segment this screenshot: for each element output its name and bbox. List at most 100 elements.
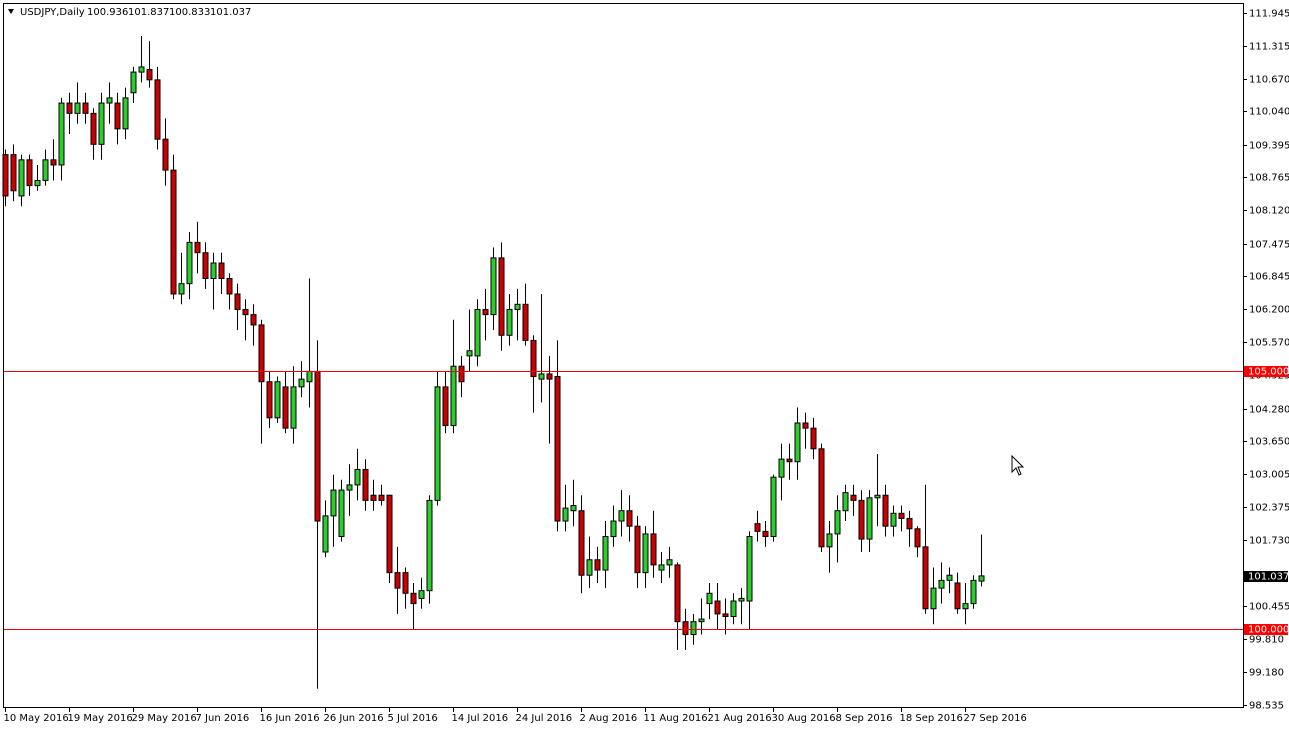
y-tick-label: 101.730 xyxy=(1249,536,1289,547)
candle-body xyxy=(562,507,569,522)
level-tag-label: 105.000 xyxy=(1248,367,1289,378)
candle-body xyxy=(802,422,809,429)
menu-triangle[interactable] xyxy=(8,9,14,14)
candle-body xyxy=(962,603,969,610)
candle-body xyxy=(834,510,841,535)
x-tick-label: 8 Sep 2016 xyxy=(836,713,893,724)
candle-body xyxy=(474,308,481,357)
candle-body xyxy=(138,66,145,73)
candle-body xyxy=(130,71,137,94)
y-tick-label: 110.670 xyxy=(1249,75,1289,86)
candle-body xyxy=(602,536,609,571)
candle-body xyxy=(370,494,377,501)
candle-body xyxy=(298,378,305,388)
candle-body xyxy=(530,339,537,378)
candle-body xyxy=(162,138,169,171)
candle-body xyxy=(730,600,737,618)
header-open: 100.936 xyxy=(87,7,128,18)
candle-body xyxy=(74,102,81,114)
y-tick-label: 106.845 xyxy=(1249,272,1289,283)
candle-body xyxy=(890,512,897,527)
candle-body xyxy=(362,468,369,501)
y-tick-label: 109.395 xyxy=(1249,141,1289,152)
candle-body xyxy=(458,365,465,383)
candle-body xyxy=(210,262,217,279)
candle-body xyxy=(170,169,177,295)
candle-body xyxy=(418,590,425,599)
candle-body xyxy=(618,510,625,522)
x-tick-label: 21 Aug 2016 xyxy=(708,713,772,724)
level-tag xyxy=(1244,366,1288,377)
candle-body xyxy=(874,494,881,499)
candle-body xyxy=(306,370,313,383)
y-tick-label: 111.315 xyxy=(1249,42,1289,53)
candle-body xyxy=(226,277,233,295)
candle-body xyxy=(50,159,57,166)
candle-body xyxy=(34,179,41,187)
y-tick-label: 100.455 xyxy=(1249,602,1289,613)
candle-body xyxy=(690,621,697,636)
candle-body xyxy=(738,597,745,602)
plot-marks xyxy=(2,35,985,689)
candle-body xyxy=(218,262,225,279)
candle-body xyxy=(810,427,817,450)
candle-body xyxy=(490,257,497,316)
candle-body xyxy=(18,159,25,197)
candle-body xyxy=(906,517,913,530)
current-price-label: 101.037 xyxy=(1248,572,1289,583)
candle-body xyxy=(314,370,321,522)
candle-body xyxy=(274,381,281,419)
candle-body xyxy=(930,587,937,610)
candle-body xyxy=(978,575,985,582)
candle-body xyxy=(98,102,105,145)
x-tick-label: 19 May 2016 xyxy=(68,713,133,724)
candle-body xyxy=(826,533,833,548)
candle-body xyxy=(290,386,297,429)
candle-body xyxy=(658,564,665,571)
candle-body xyxy=(450,365,457,427)
candle-body xyxy=(114,102,121,130)
candle-body xyxy=(882,494,889,527)
x-tick-label: 24 Jul 2016 xyxy=(516,713,573,724)
level-tag xyxy=(1244,624,1288,635)
y-tick-label: 105.570 xyxy=(1249,338,1289,349)
candle-body xyxy=(506,308,513,336)
candle-body xyxy=(66,102,73,114)
candle-body xyxy=(322,515,329,553)
y-tick-label: 102.375 xyxy=(1249,503,1289,514)
candle-body xyxy=(794,422,801,463)
symbol-title: USDJPY,Daily xyxy=(20,7,85,18)
y-tick-label: 103.005 xyxy=(1249,470,1289,481)
header-high: 101.837 xyxy=(128,7,169,18)
x-tick-label: 7 Jun 2016 xyxy=(196,713,250,724)
candle-body xyxy=(10,154,17,192)
candle-body xyxy=(554,376,561,522)
candle-body xyxy=(186,241,193,285)
candle-body xyxy=(770,476,777,538)
candle-body xyxy=(242,308,249,316)
candle-body xyxy=(898,512,905,519)
x-tick-label: 16 Jun 2016 xyxy=(260,713,320,724)
y-tick-label: 104.280 xyxy=(1249,405,1289,416)
candle-body xyxy=(938,579,945,589)
candle-body xyxy=(594,559,601,571)
candle-body xyxy=(234,293,241,310)
y-tick-label: 108.120 xyxy=(1249,206,1289,217)
y-tick-label: 110.040 xyxy=(1249,107,1289,118)
candle-body xyxy=(410,592,417,605)
candle-body xyxy=(426,499,433,592)
candle-body xyxy=(538,373,545,380)
candle-body xyxy=(762,530,769,538)
candle-body xyxy=(546,373,553,380)
candle-body xyxy=(90,112,97,145)
candle-body xyxy=(650,533,657,566)
candle-body xyxy=(178,283,185,295)
candle-body xyxy=(946,574,953,581)
candle-body xyxy=(402,572,409,594)
candle-body xyxy=(586,559,593,576)
candle-body xyxy=(266,381,273,419)
candle-body xyxy=(106,97,113,104)
